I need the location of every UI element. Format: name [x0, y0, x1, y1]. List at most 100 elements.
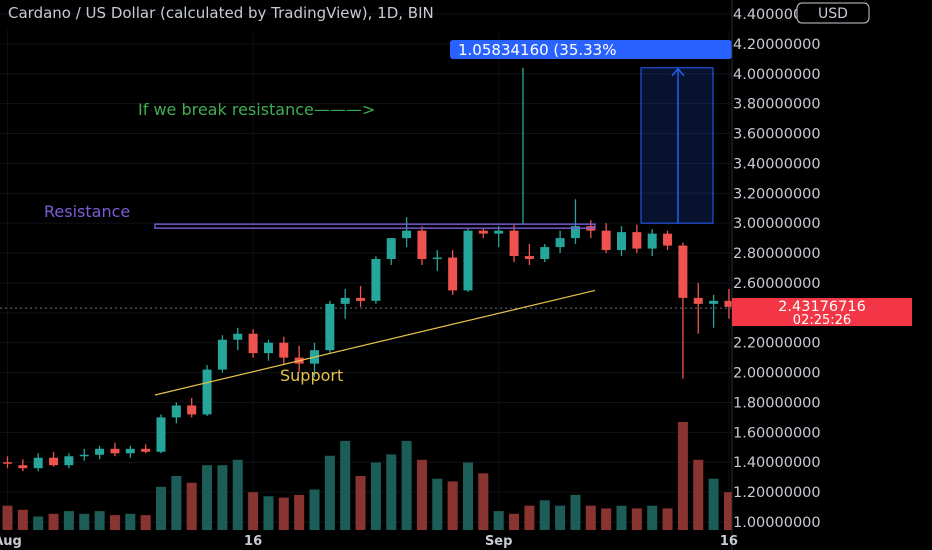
volume-bar	[48, 513, 59, 530]
volume-bar	[171, 476, 182, 530]
volume-bar	[708, 478, 719, 530]
measure-arrow-head	[671, 67, 685, 77]
volume-bar	[723, 492, 734, 530]
y-tick-label: 3.40000000	[733, 156, 821, 172]
candle-body	[356, 297, 366, 301]
measure-label-box	[450, 40, 732, 59]
volume-bar	[401, 440, 412, 530]
y-tick-label: 4.20000000	[733, 37, 821, 53]
volume-bar	[555, 505, 566, 530]
volume-bar	[447, 481, 458, 530]
y-tick-label: 1.40000000	[733, 455, 821, 471]
bar-countdown: 02:25:26	[793, 313, 851, 328]
volume-bar	[340, 440, 351, 530]
volume-bar	[570, 494, 581, 530]
price-axis-panel[interactable]	[732, 0, 932, 550]
candle-body	[49, 457, 59, 466]
volume-bar	[156, 486, 166, 530]
candle-body	[64, 456, 74, 466]
volume-bar	[309, 489, 320, 530]
resistance-label: Resistance	[44, 202, 130, 221]
volume-bar	[217, 465, 228, 530]
candle-body	[325, 303, 335, 351]
candle-body	[463, 230, 473, 291]
candle-body	[263, 342, 273, 354]
y-tick-label: 1.20000000	[733, 485, 821, 501]
measure-box	[640, 67, 714, 224]
volume-bar	[263, 496, 274, 530]
volume-bar	[63, 511, 74, 530]
x-tick-label: Aug	[0, 534, 22, 549]
volume-bars	[2, 422, 811, 530]
volume-bar	[125, 513, 136, 530]
y-tick-label: 4.00000000	[733, 67, 821, 83]
volume-bar	[631, 508, 642, 530]
candle-body	[386, 238, 396, 260]
candle-body	[601, 230, 611, 251]
volume-bar	[33, 516, 44, 530]
candle-body	[18, 465, 28, 469]
volume-bar	[17, 509, 28, 530]
y-tick-label: 3.20000000	[733, 186, 821, 202]
candle-body	[693, 297, 703, 304]
volume-bar	[294, 494, 305, 530]
chart-drawings	[154, 67, 714, 396]
support-label: Support	[280, 366, 343, 385]
y-tick-label: 3.80000000	[733, 97, 821, 113]
volume-bar	[2, 505, 13, 530]
measure-label: 1.05834160 (35.33%	[458, 41, 616, 59]
support-line	[154, 289, 596, 396]
volume-bar	[693, 459, 704, 530]
volume-bar	[463, 462, 473, 530]
candle-body	[570, 226, 580, 239]
volume-bar	[509, 513, 520, 530]
candle-body	[647, 233, 657, 249]
candle-body	[402, 230, 412, 239]
volume-bar	[94, 511, 105, 530]
candle-body	[509, 230, 519, 257]
candle-body	[110, 448, 120, 454]
volume-bar	[416, 459, 427, 530]
y-tick-label: 1.80000000	[733, 395, 821, 411]
candle-body	[187, 405, 197, 415]
volume-bar	[493, 511, 504, 530]
candle-body	[171, 405, 181, 418]
volume-bar	[278, 497, 289, 530]
candle-body	[632, 232, 642, 249]
volume-bar	[140, 515, 151, 530]
volume-bar	[647, 505, 658, 530]
x-tick-label: 16	[720, 534, 738, 549]
volume-bar	[355, 476, 366, 530]
current-price-badge	[732, 298, 912, 326]
candle-body	[678, 245, 688, 298]
candle-body	[432, 257, 442, 260]
volume-bar	[186, 482, 197, 530]
break-resistance-annotation: If we break resistance———>	[138, 100, 375, 119]
candle-body	[617, 232, 626, 251]
y-tick-label: 1.00000000	[733, 515, 821, 531]
candle-body	[95, 448, 105, 455]
volume-bar	[662, 508, 673, 530]
candle-body	[540, 247, 550, 260]
currency-button[interactable]	[796, 2, 870, 24]
volume-bar	[79, 513, 90, 530]
candle-body	[417, 230, 427, 260]
volume-bar	[585, 505, 596, 530]
candle-body	[202, 369, 212, 415]
candle-body	[709, 300, 719, 304]
resistance-line	[154, 223, 596, 229]
candle-body	[448, 257, 458, 291]
volume-bar	[539, 500, 550, 530]
candle-body	[494, 230, 504, 234]
y-tick-label: 2.60000000	[733, 276, 821, 292]
time-axis-ticks: Aug16Sep16Oct	[0, 534, 738, 549]
volume-bar	[370, 462, 381, 530]
candle-body	[3, 462, 12, 464]
volume-bar	[386, 454, 397, 530]
volume-bar	[432, 478, 443, 530]
candle-body	[125, 448, 135, 454]
candle-body	[524, 256, 534, 260]
volume-bar	[524, 505, 535, 530]
x-tick-label: 16	[244, 534, 262, 549]
